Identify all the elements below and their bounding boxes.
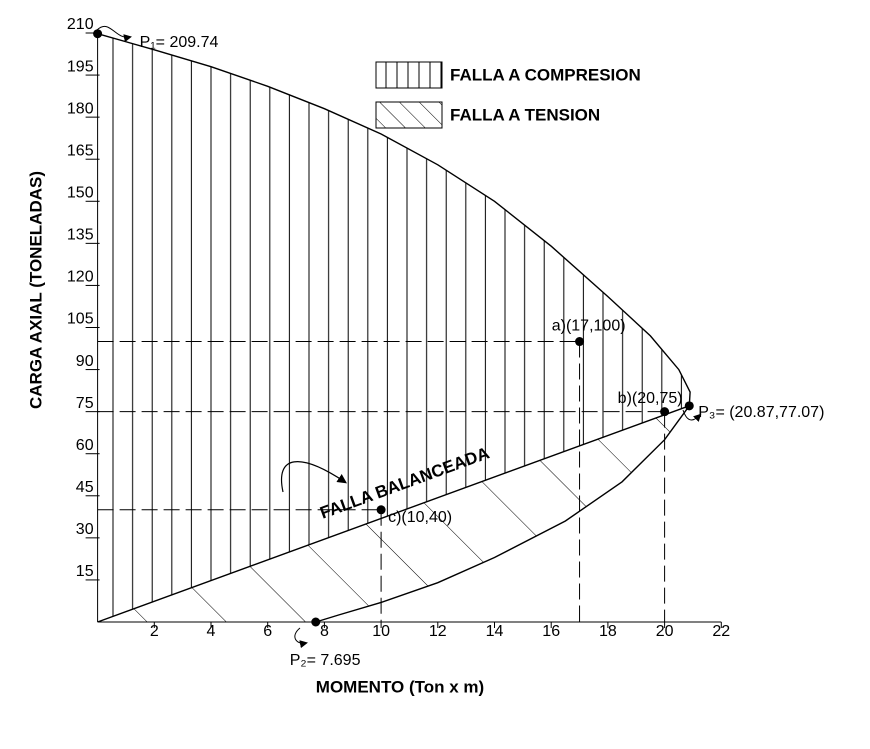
y-tick-label: 30 [76,521,94,538]
x-tick-label: 6 [263,623,272,640]
legend-label: FALLA A COMPRESION [450,65,641,84]
point [575,337,585,347]
point [93,29,103,39]
x-tick-label: 2 [150,623,159,640]
y-tick-label: 180 [67,100,94,117]
x-tick-label: 10 [372,623,390,640]
point-label: a)(17,100) [552,318,626,335]
legend-swatch [375,61,443,89]
point [311,617,321,627]
x-tick-label: 8 [320,623,329,640]
label-arrow [294,627,308,649]
x-tick-label: 20 [656,623,674,640]
x-tick-label: 14 [486,623,504,640]
y-tick-label: 90 [76,353,94,370]
y-tick-label: 60 [76,437,94,454]
curve [97,33,691,406]
y-tick-label: 165 [67,142,94,159]
legend-label: FALLA A TENSION [450,105,600,124]
x-axis-title: MOMENTO (Ton x m) [316,677,484,696]
legend-swatch [375,101,443,129]
y-tick-label: 15 [76,563,94,580]
x-tick-label: 16 [542,623,560,640]
point [684,401,694,411]
y-tick-label: 210 [67,16,94,33]
label-arrow [96,25,132,43]
y-tick-label: 120 [67,269,94,286]
y-tick-label: 150 [67,185,94,202]
x-tick-label: 18 [599,623,617,640]
point-label: P₂= 7.695 [290,652,361,669]
x-tick-label: 22 [712,623,730,640]
curve [97,405,690,623]
point [660,407,670,417]
x-tick-label: 4 [207,623,216,640]
y-tick-label: 195 [67,58,94,75]
compression-hatch [97,33,691,622]
y-tick-label: 45 [76,479,94,496]
point-label: P₁= 209.74 [140,34,219,51]
curve [315,405,690,623]
point-label: P₃= (20.87,77.07) [698,404,824,421]
y-tick-label: 135 [67,227,94,244]
y-axis-title: CARGA AXIAL (TONELADAS) [26,171,45,409]
y-tick-label: 75 [76,395,94,412]
point-label: b)(20,75) [618,390,683,407]
point-label: c)(10,40) [388,509,452,526]
y-tick-label: 105 [67,311,94,328]
x-tick-label: 12 [429,623,447,640]
point [376,505,386,515]
